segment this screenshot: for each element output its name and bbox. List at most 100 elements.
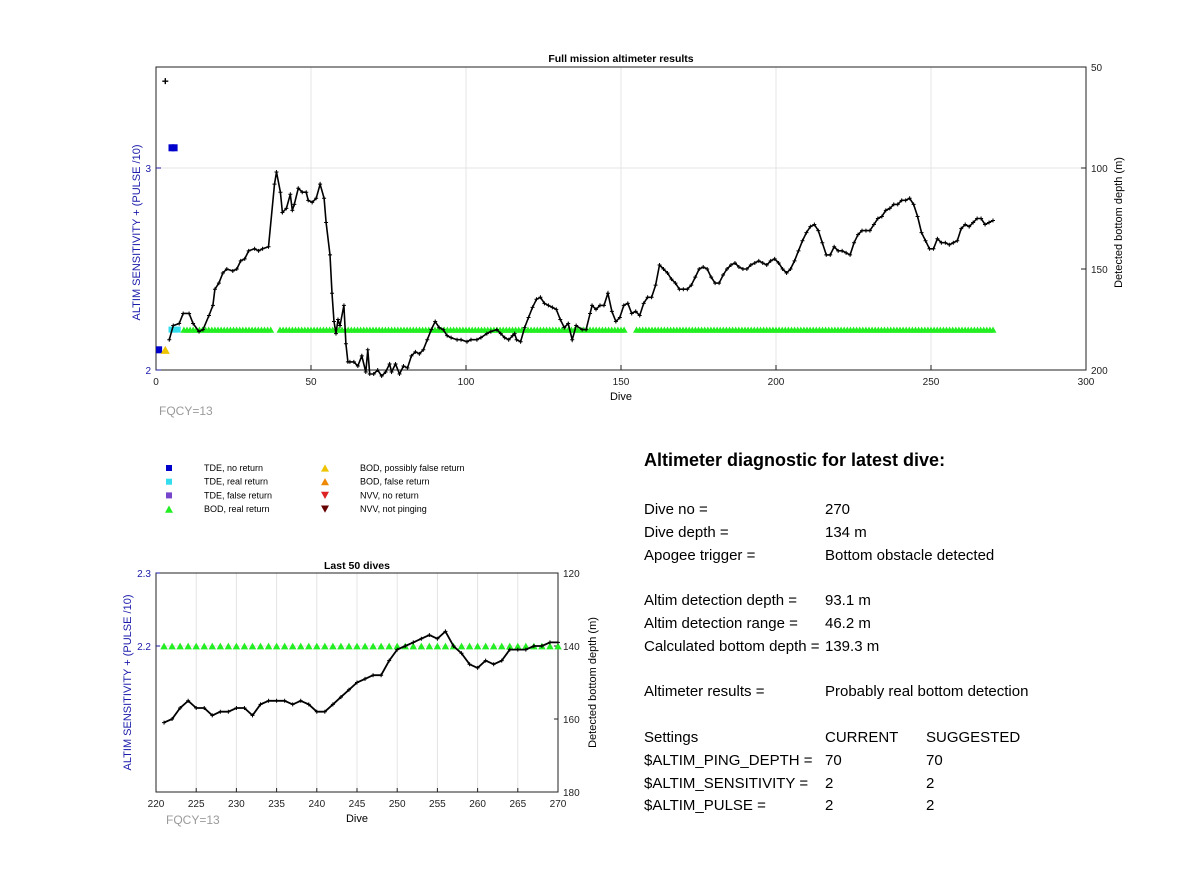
legend-symbol [321, 464, 329, 472]
bod-real-return-marker [224, 642, 233, 650]
bottom-depth-marker [550, 305, 555, 310]
y-right-tick-label: 150 [1091, 265, 1108, 276]
bottom-depth-marker [867, 228, 872, 233]
bottom-depth-marker [322, 196, 327, 201]
pulse-row: $ALTIM_PULSE = 2 2 [644, 795, 1184, 818]
results-label: Altimeter results = [644, 683, 765, 701]
bottom-depth-marker [748, 262, 753, 267]
pulse-label: $ALTIM_PULSE = [644, 797, 766, 815]
bottom-depth-marker [330, 291, 335, 296]
bottom-depth-marker [314, 196, 319, 201]
bottom-depth-marker [558, 317, 563, 322]
y-left-tick-label: 2.3 [137, 569, 151, 580]
apogee-label: Apogee trigger = [644, 546, 756, 564]
bottom-depth-marker [764, 262, 769, 267]
bottom-depth-marker [260, 246, 265, 251]
bottom-depth-marker [629, 311, 634, 316]
ping-row: $ALTIM_PING_DEPTH = 70 70 [644, 750, 1184, 773]
bottom-depth-marker [475, 665, 480, 670]
bottom-depth-marker [387, 361, 392, 366]
bottom-depth-marker [507, 647, 512, 652]
bottom-depth-marker [433, 319, 438, 324]
bottom-depth-marker [170, 717, 175, 721]
bod-real-return-marker [168, 642, 176, 650]
legend-label: BOD, false return [360, 477, 430, 487]
bottom-depth-marker [387, 658, 392, 663]
bottom-depth-marker [330, 702, 335, 707]
x-tick-label: 100 [458, 377, 475, 388]
bottom-depth-marker [220, 271, 225, 276]
bottom-depth-marker [455, 337, 460, 342]
bottom-depth-marker [290, 208, 295, 213]
bottom-depth-marker [292, 202, 297, 207]
pulse-current: 2 [825, 797, 834, 815]
bottom-depth-marker [324, 220, 329, 225]
bottom-depth-marker [991, 218, 995, 223]
tde-no-return-marker [156, 346, 163, 354]
bottom-depth-marker [903, 198, 908, 203]
bottom-depth-marker [202, 706, 207, 711]
bottom-depth-marker [556, 640, 560, 645]
bottom-depth-marker [951, 240, 956, 245]
dive-depth-value: 134 m [825, 523, 867, 541]
bottom-depth-marker [673, 281, 678, 286]
bottom-depth-marker [871, 222, 876, 227]
bottom-depth-marker [502, 335, 507, 340]
bottom-depth-marker [445, 333, 450, 338]
bottom-depth-marker [526, 315, 531, 320]
bottom-depth-marker [713, 281, 718, 286]
legend-symbol [321, 478, 329, 486]
y-right-tick-label: 200 [1091, 366, 1108, 377]
bottom-depth-marker [395, 647, 400, 652]
det-range-label: Altim detection range = [644, 614, 798, 632]
bottom-depth-marker [210, 713, 215, 718]
legend-label: BOD, possibly false return [360, 463, 465, 473]
y-right-axis-label: Detected bottom depth (m) [587, 617, 599, 748]
bottom-depth-marker [435, 636, 440, 641]
bottom-depth-marker [538, 295, 543, 300]
bottom-depth-marker [641, 301, 646, 306]
bottom-depth-marker [441, 327, 446, 332]
bottom-depth-marker [601, 303, 606, 308]
bod-real-return-marker [184, 642, 192, 650]
bottom-depth-marker [959, 226, 964, 231]
diagnostic-panel: Altimeter diagnostic for latest dive: Di… [644, 450, 1184, 818]
bottom-depth-marker [510, 333, 515, 338]
bottom-depth-marker [332, 319, 337, 324]
bod-real-return-marker [240, 642, 249, 650]
bottom-depth-marker [570, 337, 575, 342]
y-right-tick-label: 180 [563, 788, 580, 799]
bottom-depth-marker [250, 713, 255, 718]
bod-real-return-marker [989, 326, 997, 333]
legend-label: TDE, real return [204, 477, 268, 487]
bod-real-return-marker [554, 642, 562, 650]
bottom-depth-marker [832, 244, 837, 249]
bottom-depth-marker [645, 295, 650, 300]
bottom-depth-marker [194, 706, 199, 711]
bottom-depth-marker [300, 190, 305, 195]
bod-real-return-marker [433, 642, 442, 650]
det-range-row: Altim detection range = 46.2 m [644, 613, 1184, 636]
bottom-depth-marker [907, 196, 912, 201]
bottom-depth-marker [915, 214, 920, 219]
bottom-depth-marker [403, 644, 408, 648]
calc-depth-row: Calculated bottom depth = 139.3 m [644, 636, 1184, 659]
bottom-depth-marker [338, 695, 343, 700]
bod-real-return-marker [208, 642, 217, 650]
bottom-depth-marker [187, 311, 192, 316]
bod-real-return-marker [489, 642, 498, 650]
bottom-depth-marker [334, 331, 339, 336]
current-label: CURRENT [825, 728, 899, 746]
bottom-depth-marker [971, 220, 976, 225]
x-tick-label: 250 [923, 377, 940, 388]
bod-real-return-marker [497, 642, 506, 650]
bottom-depth-marker [443, 629, 448, 634]
suggested-label: SUGGESTED [926, 728, 1021, 746]
bottom-depth-marker [836, 248, 841, 253]
bottom-depth-marker [379, 673, 384, 678]
sens-row: $ALTIM_SENSITIVITY = 2 2 [644, 773, 1184, 796]
bottom-depth-marker [383, 370, 388, 375]
bottom-depth-marker [955, 238, 960, 243]
results-row: Altimeter results = Probably real bottom… [644, 681, 1184, 704]
bottom-depth-marker [685, 287, 690, 292]
